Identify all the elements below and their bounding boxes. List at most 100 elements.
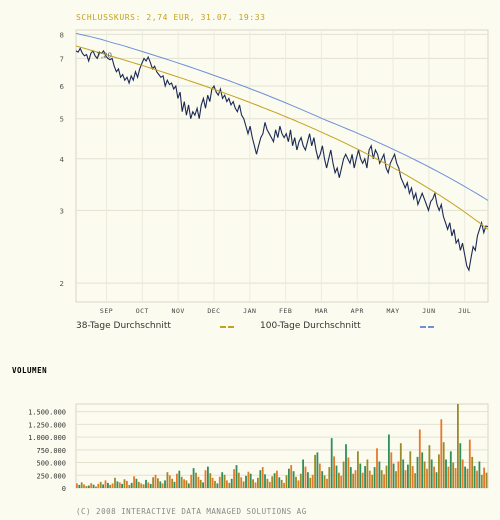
volume-bar	[378, 461, 381, 488]
volume-bar	[249, 473, 252, 488]
volume-bar	[130, 482, 133, 488]
volume-bar	[461, 459, 464, 488]
volume-bar	[483, 467, 485, 488]
volume-bar	[440, 419, 443, 488]
price-x-month-label: OCT	[136, 307, 149, 315]
volume-bar	[192, 468, 195, 488]
volume-bar	[92, 484, 95, 488]
volume-bar	[137, 481, 140, 488]
volume-y-tick-label: 1.250.000	[28, 421, 66, 429]
volume-bar	[154, 474, 157, 488]
volume-bar	[240, 477, 243, 488]
volume-bar	[266, 478, 269, 488]
volume-y-tick-label: 1.500.000	[28, 409, 66, 417]
volume-bar	[90, 483, 93, 488]
volume-bar	[314, 454, 316, 488]
volume-bar	[245, 475, 247, 488]
volume-bar	[466, 468, 469, 488]
price-y-tick-label: 5	[60, 116, 64, 124]
volume-bar	[271, 476, 274, 488]
volume-bar	[159, 481, 162, 488]
volume-bar	[221, 472, 224, 488]
volume-y-tick-label: 0	[62, 485, 66, 493]
volume-bar	[290, 465, 293, 488]
volume-y-tick-label: 250.000	[36, 472, 66, 480]
volume-bar	[418, 429, 421, 488]
volume-bar	[368, 470, 371, 488]
volume-bar	[273, 473, 276, 488]
volume-bar	[454, 468, 457, 488]
volume-bar	[185, 480, 188, 488]
volume-bar	[123, 479, 126, 488]
price-x-month-label: FEB	[279, 307, 292, 315]
volume-bar	[459, 443, 462, 488]
volume-bar	[480, 474, 483, 488]
volume-bar	[80, 482, 83, 488]
volume-bar	[128, 484, 131, 488]
volume-bar	[247, 471, 250, 488]
volume-bar	[449, 451, 452, 488]
volume-bar	[111, 483, 114, 488]
volume-bar	[133, 476, 135, 488]
volume-bar	[102, 484, 104, 488]
volume-bar	[321, 471, 324, 488]
volume-bar	[237, 472, 240, 488]
volume-bar	[366, 459, 369, 488]
volume-bar	[145, 479, 147, 488]
volume-bar	[485, 472, 488, 488]
volume-bar	[326, 478, 328, 488]
volume-bar	[390, 452, 393, 488]
volume-bar	[433, 466, 435, 488]
price-series-line	[75, 47, 489, 272]
volume-bar	[309, 477, 312, 488]
volume-bar	[340, 475, 343, 488]
volume-bar	[447, 466, 450, 488]
legend-ma100-label: 100-Tage Durchschnitt	[260, 321, 361, 331]
volume-bar	[471, 456, 474, 488]
volume-bar	[416, 456, 419, 488]
volume-bar	[302, 459, 304, 488]
price-plot-frame	[75, 29, 489, 303]
price-y-tick-label: 7	[60, 55, 64, 63]
volume-bar	[199, 479, 202, 488]
volume-bar	[342, 461, 345, 488]
volume-bar	[85, 486, 88, 488]
volume-bar	[214, 480, 216, 488]
volume-bar	[297, 480, 300, 488]
price-y-tick-label: 2	[60, 280, 64, 288]
volume-bar	[76, 483, 78, 488]
volume-bar	[335, 465, 338, 488]
volume-bar	[97, 483, 100, 488]
volume-bar	[211, 477, 214, 488]
volume-bar	[304, 466, 307, 488]
price-x-month-label: MAY	[386, 307, 399, 315]
volume-bar	[473, 466, 476, 488]
price-x-month-label: NOV	[172, 307, 185, 315]
volume-bar	[395, 471, 397, 488]
price-x-month-label: JAN	[243, 307, 256, 315]
volume-bar	[187, 483, 190, 488]
volume-bar	[142, 484, 145, 488]
price-x-month-label: JUL	[458, 307, 471, 315]
volume-bar	[166, 472, 169, 488]
volume-bar	[392, 463, 395, 488]
volume-bar	[388, 434, 390, 488]
volume-bar	[323, 475, 326, 488]
volume-bar	[216, 483, 219, 488]
volume-bar	[283, 482, 285, 488]
volume-bar	[349, 467, 352, 488]
volume-bar	[399, 443, 402, 488]
volume-bar	[404, 470, 407, 488]
volume-bar	[364, 466, 366, 488]
volume-y-tick-label: 1.000.000	[28, 434, 66, 442]
ma100-series-line	[75, 32, 489, 201]
volume-bar	[428, 445, 431, 488]
volume-bar	[114, 477, 116, 488]
volume-bar	[414, 473, 416, 488]
volume-bar	[207, 466, 209, 488]
volume-bar	[230, 478, 233, 488]
volume-bar	[478, 461, 481, 488]
price-x-month-label: MAR	[315, 307, 328, 315]
volume-bar	[157, 478, 159, 488]
